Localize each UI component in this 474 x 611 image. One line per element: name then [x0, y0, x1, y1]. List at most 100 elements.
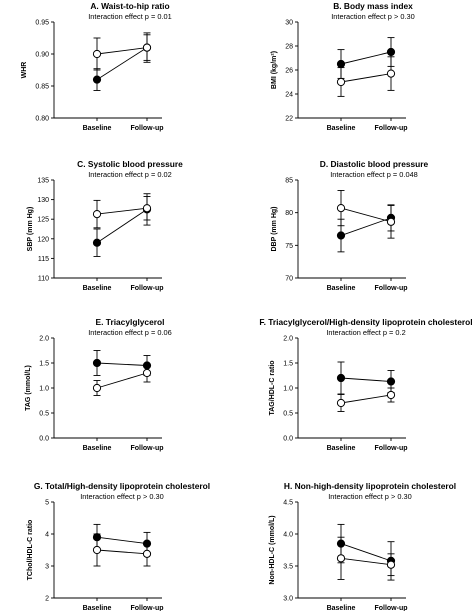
y-tick-label: 2.0: [283, 336, 293, 343]
y-tick-label: 110: [38, 276, 49, 283]
x-category-label: Baseline: [327, 605, 356, 611]
data-point: [92, 383, 102, 393]
series-open: [92, 363, 152, 396]
x-category-label: Follow-up: [374, 605, 407, 611]
y-tick-label: 0.85: [35, 84, 49, 91]
x-category-label: Baseline: [327, 285, 356, 292]
x-category-label: Follow-up: [130, 285, 163, 292]
x-category-label: Follow-up: [374, 125, 407, 132]
x-category-label: Baseline: [83, 445, 112, 452]
series-line: [340, 217, 392, 236]
y-axis-label: BMI (kg/m²): [271, 51, 278, 89]
data-point: [336, 554, 346, 563]
x-category-label: Follow-up: [130, 125, 163, 132]
x-category-label: Follow-up: [374, 285, 407, 292]
panel-subtitle: Interaction effect p > 0.30: [331, 12, 414, 21]
series-line: [340, 543, 392, 562]
y-tick-label: 3.5: [283, 564, 293, 571]
series-open: [336, 387, 396, 412]
y-tick-label: 4.5: [283, 500, 293, 507]
data-point: [142, 549, 152, 558]
y-tick-label: 0.0: [283, 436, 293, 443]
data-point: [336, 373, 346, 383]
y-axis-label: Non-HDL-C (mmol/L): [269, 515, 276, 584]
data-point: [142, 368, 152, 378]
y-tick-label: 125: [37, 217, 49, 224]
x-category-label: Baseline: [83, 285, 112, 292]
y-tick-label: 0.5: [39, 411, 49, 418]
panel-title: E. Triacylglycerol: [96, 317, 165, 327]
y-tick-label: 75: [285, 243, 293, 250]
panel-title: H. Non-high-density lipoprotein choleste…: [284, 481, 456, 491]
y-tick-label: 4.0: [283, 532, 293, 539]
panel-subtitle: Interaction effect p = 0.048: [330, 170, 418, 179]
x-category-label: Baseline: [327, 125, 356, 132]
y-tick-label: 85: [285, 178, 293, 185]
data-point: [92, 545, 102, 555]
y-tick-label: 80: [285, 210, 293, 217]
panel-title: G. Total/High-density lipoprotein choles…: [34, 481, 210, 491]
y-tick-label: 4: [45, 532, 49, 539]
y-tick-label: 3.0: [283, 596, 293, 603]
data-point: [386, 560, 396, 569]
y-tick-label: 26: [285, 68, 293, 75]
y-tick-label: 0.95: [35, 20, 49, 27]
y-axis-label: TAG/HDL-C ratio: [269, 360, 276, 415]
panel-title: F. Triacylglycerol/High-density lipoprot…: [259, 317, 472, 327]
panel-g: G. Total/High-density lipoprotein choles…: [27, 481, 210, 611]
data-point: [336, 77, 346, 87]
panel-title: D. Diastolic blood pressure: [320, 159, 429, 169]
series-line: [340, 73, 392, 83]
y-tick-label: 2.0: [39, 336, 49, 343]
x-category-label: Follow-up: [374, 445, 407, 452]
data-point: [92, 75, 102, 84]
y-axis-label: TAG (mmol/L): [25, 365, 32, 411]
series-open: [92, 196, 152, 229]
panel-subtitle: Interaction effect p > 0.30: [328, 492, 411, 501]
y-tick-label: 24: [285, 92, 293, 99]
data-point: [336, 231, 346, 240]
panel-f: F. Triacylglycerol/High-density lipoprot…: [259, 317, 472, 452]
y-tick-label: 130: [37, 197, 49, 204]
y-tick-label: 1.0: [283, 386, 293, 393]
data-point: [386, 69, 396, 78]
series-line: [96, 536, 148, 545]
y-tick-label: 22: [285, 116, 293, 123]
panel-subtitle: Interaction effect p = 0.02: [88, 170, 171, 179]
x-category-label: Baseline: [83, 605, 112, 611]
data-point: [386, 47, 396, 57]
y-axis-label: WHR: [21, 62, 28, 79]
data-point: [386, 390, 396, 400]
series-line: [96, 549, 148, 555]
panel-subtitle: Interaction effect p = 0.2: [326, 328, 405, 337]
y-tick-label: 70: [285, 276, 293, 283]
data-point: [142, 43, 152, 52]
y-axis-label: DBP (mm Hg): [271, 207, 278, 252]
series-open: [336, 536, 396, 580]
y-tick-label: 1.0: [39, 386, 49, 393]
series-line: [96, 47, 148, 80]
x-category-label: Follow-up: [130, 445, 163, 452]
y-tick-label: 28: [285, 44, 293, 51]
panel-h: H. Non-high-density lipoprotein choleste…: [269, 481, 456, 611]
series-line: [340, 557, 392, 566]
y-axis-label: TChol/HDL-C ratio: [27, 520, 34, 581]
series-open: [92, 34, 152, 71]
series-open: [336, 190, 396, 239]
x-category-label: Baseline: [83, 125, 112, 132]
y-tick-label: 120: [37, 236, 49, 243]
series-filled: [92, 32, 152, 91]
series-filled: [336, 37, 396, 79]
y-tick-label: 1.5: [283, 361, 293, 368]
y-tick-label: 5: [45, 500, 49, 507]
y-axis-label: SBP (mm Hg): [27, 207, 34, 252]
series-line: [340, 377, 392, 382]
y-tick-label: 0.0: [39, 436, 49, 443]
panel-title: C. Systolic blood pressure: [77, 159, 183, 169]
